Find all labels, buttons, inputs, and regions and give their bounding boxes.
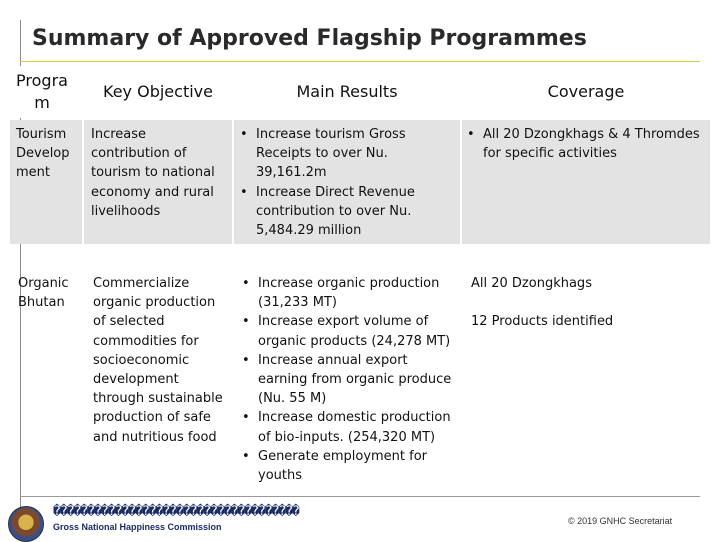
- table-row-2-programme: Organic Bhutan: [18, 276, 69, 311]
- header-main-results: Main Results: [234, 66, 460, 118]
- row-1-programme-bg: [10, 120, 82, 244]
- result-item: Increase organic production (31,233 MT): [240, 274, 460, 312]
- result-item: Increase tourism Gross Receipts to over …: [238, 125, 456, 183]
- result-item: Generate employment for youths: [240, 447, 460, 485]
- table-row-2-coverage-2: 12 Products identified: [471, 314, 614, 329]
- left-margin-rule: [20, 20, 21, 520]
- table-row-2-objective: Commercialize organic production of sele…: [93, 276, 223, 445]
- result-item: Increase Direct Revenue contribution to …: [238, 183, 456, 241]
- header-programme: Progra m: [10, 66, 74, 118]
- table-row-2-coverage-1: All 20 Dzongkhags: [471, 276, 592, 291]
- header-coverage: Coverage: [462, 66, 710, 118]
- table-row-1-objective: Increase contribution of tourism to nati…: [91, 127, 215, 219]
- title-underline: [20, 61, 700, 62]
- gnhc-seal-icon: [8, 506, 44, 542]
- table-row-1-coverage: All 20 Dzongkhags & 4 Thromdes for speci…: [465, 125, 705, 163]
- row-1-objective-bg: [84, 120, 232, 244]
- table-row-1-results: Increase tourism Gross Receipts to over …: [238, 125, 456, 240]
- header-key-objective: Key Objective: [84, 66, 232, 118]
- result-item: Increase export volume of organic produc…: [240, 312, 460, 350]
- result-item: Increase domestic production of bio-inpu…: [240, 408, 460, 446]
- footer-copyright: © 2019 GNHC Secretariat: [568, 516, 673, 526]
- footer-organization: Gross National Happiness Commission: [53, 522, 222, 532]
- result-item: Increase annual export earning from orga…: [240, 351, 460, 409]
- page-title: Summary of Approved Flagship Programmes: [32, 26, 587, 51]
- footer-dzongkha-text: ������������������������������������: [53, 504, 300, 519]
- footer-rule: [20, 496, 700, 497]
- table-row-1-programme: Tourism Develop ment: [16, 127, 70, 181]
- table-row-2-results: Increase organic production (31,233 MT) …: [240, 274, 460, 485]
- coverage-item: All 20 Dzongkhags & 4 Thromdes for speci…: [465, 125, 705, 163]
